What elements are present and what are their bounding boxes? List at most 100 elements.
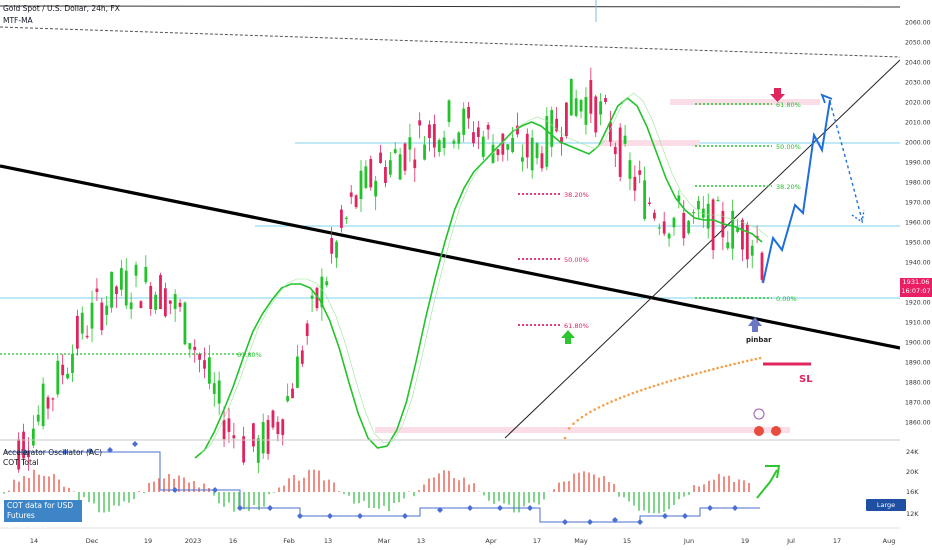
candle-body — [105, 305, 109, 315]
dashed-resistance-line — [0, 26, 901, 58]
mtf-ma-shadow-line — [200, 92, 769, 454]
time-tick-label: Feb — [283, 537, 295, 545]
candle-body — [711, 199, 715, 251]
candle-body — [252, 423, 255, 447]
candle-body — [530, 137, 534, 171]
cot-info-box: COT data for USD Futures CFTC Code: 0986… — [4, 500, 82, 540]
cot-step-line — [5, 451, 760, 523]
candle-body — [291, 388, 294, 399]
candle-body — [462, 108, 466, 135]
pinbar-label: pinbar — [746, 336, 772, 344]
candle-body — [149, 285, 153, 309]
candle-body — [124, 270, 128, 306]
candle-body — [501, 133, 505, 155]
cot-diamond-marker — [237, 505, 243, 511]
orange-dot — [758, 356, 762, 360]
orange-dot — [737, 361, 741, 365]
price-tick-label: 1950.00 — [905, 240, 931, 247]
candle-body — [129, 302, 133, 310]
orange-dot — [606, 402, 609, 405]
time-axis: 14 Dec 19 2023 16 Feb 13 Mar 13 Apr 17 May 15 Jun 19 Ju… — [30, 0, 895, 545]
large-traders-button[interactable]: Large Traders — [866, 499, 906, 521]
candle-body — [520, 157, 524, 162]
candle-body — [560, 137, 563, 144]
time-tick-label: 13 — [417, 537, 425, 545]
orange-dot — [640, 389, 643, 392]
cot-diamond-marker — [297, 513, 303, 519]
candle-body — [428, 124, 431, 139]
candle-body — [413, 159, 417, 169]
fib-middle-label: 61.80% — [564, 322, 589, 330]
candle-body — [706, 203, 710, 229]
candle-body — [56, 360, 60, 395]
time-tick-label: 15 — [623, 537, 631, 545]
candle-body — [555, 118, 559, 132]
candle-body — [584, 97, 588, 125]
projection — [563, 93, 865, 440]
time-tick-label: 19 — [144, 537, 152, 545]
indicator-label-mtf-ma[interactable]: MTF-MA — [3, 16, 33, 25]
orange-dot — [584, 413, 588, 416]
indicator-label-ac[interactable]: Accelerator Oscillator (AC) — [3, 448, 103, 457]
candle-body — [418, 120, 422, 126]
price-tick-label: 1910.00 — [905, 320, 931, 327]
candle-body — [27, 450, 30, 458]
symbol-title[interactable]: Gold Spot / U.S. Dollar, 24h, FX — [3, 4, 120, 13]
cot-diamond-marker — [107, 447, 113, 453]
candle-body — [447, 100, 451, 122]
orange-dot — [567, 427, 571, 430]
candle-body — [697, 200, 700, 210]
candle-body — [305, 323, 309, 337]
candle-body — [325, 281, 329, 286]
oscillator-pane — [0, 439, 900, 529]
candle-body — [745, 224, 749, 260]
candle-body — [271, 410, 275, 428]
bar-countdown: 16:07:07 — [901, 287, 931, 295]
candle-body — [203, 360, 206, 369]
candle-body — [545, 116, 549, 167]
time-tick-label: Jun — [683, 537, 694, 545]
orange-dot — [673, 378, 677, 381]
candle-body — [51, 398, 55, 400]
moving-average — [194, 92, 769, 459]
price-tick-label: 1980.00 — [905, 180, 931, 187]
candle-body — [359, 170, 363, 200]
candle-body — [266, 419, 270, 454]
candle-body — [643, 180, 647, 220]
candle-body — [168, 300, 172, 304]
candle-body — [242, 436, 246, 463]
main-downtrend-line — [0, 164, 901, 350]
flag-icon — [771, 426, 781, 436]
orange-dot — [648, 386, 652, 389]
candle-body — [589, 80, 593, 114]
time-tick-label: 17 — [533, 537, 541, 545]
candle-body — [310, 295, 314, 299]
fib-upper-label: 50.00% — [776, 143, 801, 151]
orange-dot — [729, 363, 732, 367]
candle-body — [393, 149, 397, 153]
orange-dot — [580, 415, 584, 419]
indicator-label-cot[interactable]: COT Total — [3, 458, 39, 467]
candle-body — [212, 383, 216, 394]
orange-dot — [750, 358, 753, 362]
fib-middle-label: 38.20% — [564, 191, 589, 199]
candle-body — [75, 315, 79, 349]
candle-body — [741, 219, 744, 250]
orange-dot — [678, 377, 681, 380]
projection-dashed-arrowhead — [851, 209, 865, 224]
orange-dot — [686, 374, 690, 378]
candle-body — [648, 202, 651, 205]
cot-diamond-marker — [497, 505, 503, 511]
candle-body — [662, 221, 666, 234]
oscillator-tick-label: 20K — [906, 468, 919, 476]
candle-body — [579, 100, 583, 112]
candle-body — [516, 125, 519, 135]
candle-body — [110, 271, 113, 308]
candle-body — [540, 153, 544, 169]
candle-body — [657, 227, 661, 229]
fib-upper-label: 61.80% — [776, 101, 801, 109]
orange-dot — [631, 391, 635, 395]
trendlines — [0, 5, 901, 439]
rising-trendline — [504, 59, 901, 439]
